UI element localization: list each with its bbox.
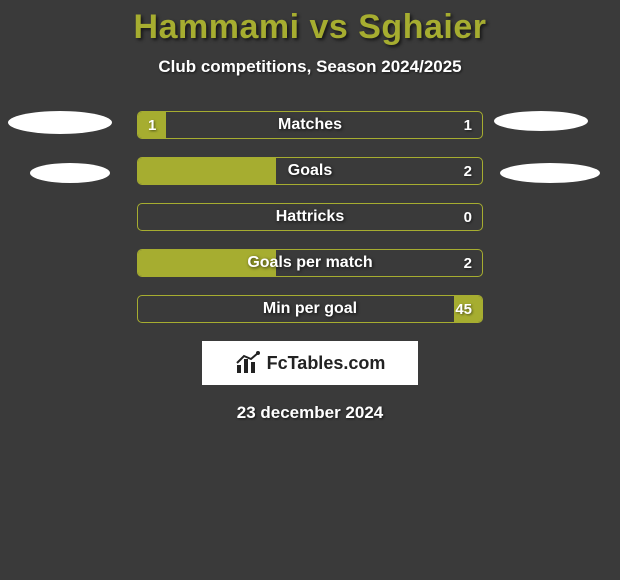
stat-row: 0Hattricks xyxy=(137,203,483,231)
stat-label: Min per goal xyxy=(138,296,482,322)
logo: FcTables.com xyxy=(235,351,386,375)
decorative-ellipse xyxy=(8,111,112,134)
logo-box: FcTables.com xyxy=(202,341,418,385)
stat-row: 2Goals per match xyxy=(137,249,483,277)
stat-row: 11Matches xyxy=(137,111,483,139)
stat-label: Matches xyxy=(138,112,482,138)
stat-label: Goals xyxy=(138,158,482,184)
infographic-container: Hammami vs Sghaier Club competitions, Se… xyxy=(0,0,620,423)
logo-text: FcTables.com xyxy=(267,353,386,374)
date-label: 23 december 2024 xyxy=(0,403,620,423)
stat-label: Hattricks xyxy=(138,204,482,230)
decorative-ellipse xyxy=(30,163,110,183)
page-title: Hammami vs Sghaier xyxy=(0,8,620,47)
decorative-ellipse xyxy=(500,163,600,183)
subtitle: Club competitions, Season 2024/2025 xyxy=(0,57,620,77)
stat-row: 2Goals xyxy=(137,157,483,185)
decorative-ellipse xyxy=(494,111,588,131)
stat-row: 45Min per goal xyxy=(137,295,483,323)
stats-area: 11Matches 2Goals 0Hattricks 2Goals per matc… xyxy=(0,111,620,323)
chart-icon xyxy=(235,351,263,375)
stat-label: Goals per match xyxy=(138,250,482,276)
